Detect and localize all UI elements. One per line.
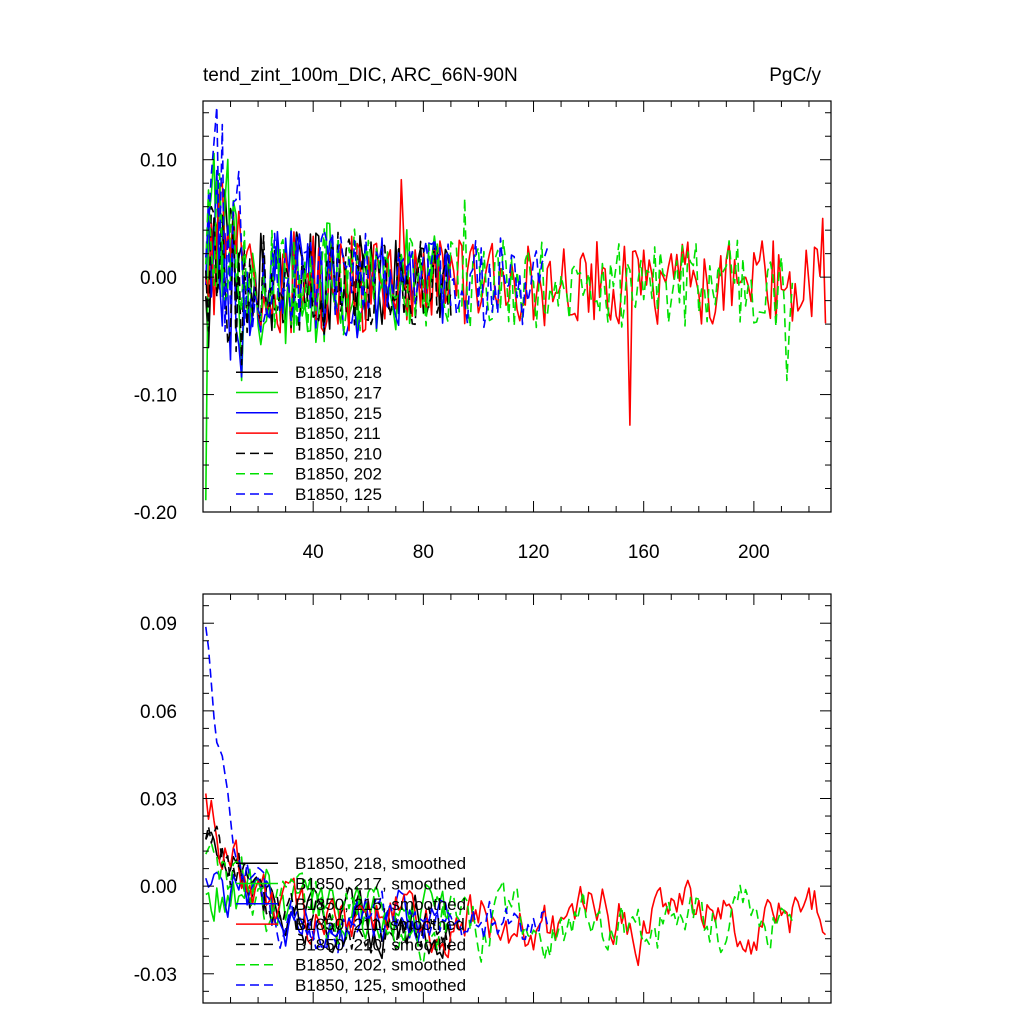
y-tick-label: -0.03	[134, 965, 177, 986]
bottom-panel: -0.03 0.00 0.03 0.06 0.09 B1850, 218, smoothe…	[134, 593, 832, 1004]
y-tick-label: 0.10	[140, 151, 177, 172]
legend-label: B1850, 125, smoothed	[295, 976, 466, 995]
y-tick-label: 0.00	[140, 877, 177, 898]
y-tick-label: 0.03	[140, 790, 177, 811]
legend-label: B1850, 215	[295, 404, 382, 423]
series-group	[205, 106, 827, 501]
x-tick-label: 200	[738, 542, 770, 563]
legend-label: B1850, 210	[295, 444, 382, 463]
top-panel: 40 80 120 160 200 -0.20 -0.10 0.00 0.10 tend_zint…	[134, 65, 832, 563]
legend-label: B1850, 218	[295, 363, 382, 382]
series-line-7	[205, 626, 549, 954]
legend-label: B1850, 202, smoothed	[295, 956, 466, 975]
legend-label: B1850, 211, smoothed	[295, 915, 465, 934]
x-tick-label: 160	[628, 542, 660, 563]
legend-label: B1850, 210, smoothed	[295, 935, 466, 954]
x-tick-label: 80	[413, 542, 434, 563]
series-line-4	[205, 793, 827, 967]
legend-label: B1850, 125	[295, 485, 382, 504]
legend-label: B1850, 215, smoothed	[295, 895, 466, 914]
legend-label: B1850, 217	[295, 384, 382, 403]
legend-label: B1850, 211	[295, 424, 381, 443]
legend: B1850, 218, smoothed B1850, 217, smoothed…	[236, 854, 466, 995]
x-tick-label: 120	[518, 542, 550, 563]
series-line-7	[205, 106, 549, 332]
plot-frame	[202, 100, 832, 513]
y-tick-label: 0.06	[140, 702, 177, 723]
series-group	[205, 626, 827, 967]
units-label: PgC/y	[769, 65, 821, 86]
x-tick-label: 40	[303, 542, 324, 563]
plot-title: tend_zint_100m_DIC, ARC_66N-90N	[203, 65, 518, 86]
series-line-6	[205, 841, 794, 964]
legend-label: B1850, 217, smoothed	[295, 875, 466, 894]
y-tick-label: 0.09	[140, 614, 177, 635]
legend-label: B1850, 202	[295, 465, 382, 484]
y-tick-label: -0.20	[134, 503, 177, 524]
y-tick-label: -0.10	[134, 386, 177, 407]
y-tick-label: 0.00	[140, 268, 177, 289]
legend-label: B1850, 218, smoothed	[295, 854, 466, 873]
